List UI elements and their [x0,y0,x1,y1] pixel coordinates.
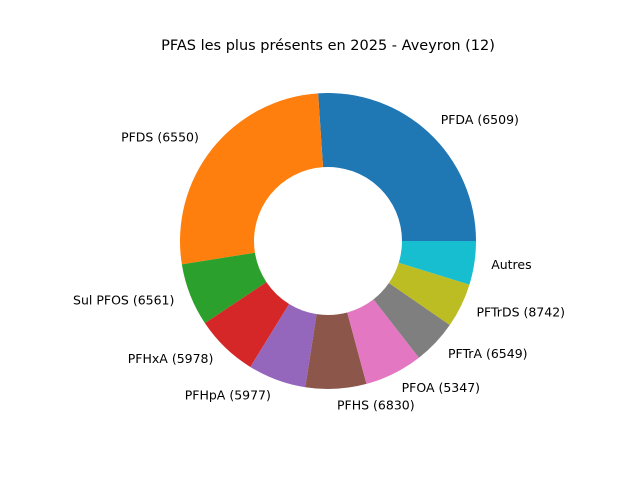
chart-title: PFAS les plus présents en 2025 - Aveyron… [161,38,495,54]
label-pfhxa: PFHxA (5978) [128,351,214,366]
slice-pfda [318,93,476,241]
slice-pfoa [347,299,419,384]
slice-labels: PFDA (6509) PFDS (6550) Sul PFOS (6561) PFH… [73,112,565,412]
label-autres: Autres [491,257,531,272]
slice-pfhxa [204,282,290,367]
label-sul-pfos: Sul PFOS (6561) [73,293,174,308]
slice-pfds [180,93,324,265]
label-pfhs: PFHS (6830) [337,397,415,412]
slice-autres [398,241,476,285]
label-pfds: PFDS (6550) [121,130,199,145]
slice-sul-pfos [181,252,267,324]
label-pfoa: PFOA (5347) [402,380,480,395]
label-pfhpa: PFHpA (5977) [185,387,271,402]
slice-pftrds [388,262,470,326]
label-pfda: PFDA (6509) [441,112,519,127]
slice-pfhpa [250,303,317,388]
slice-pftra [373,283,450,358]
slice-pfhs [305,312,367,389]
label-pftra: PFTrA (6549) [448,346,528,361]
label-pftrds: PFTrDS (8742) [477,305,566,320]
donut-slices [180,93,476,389]
